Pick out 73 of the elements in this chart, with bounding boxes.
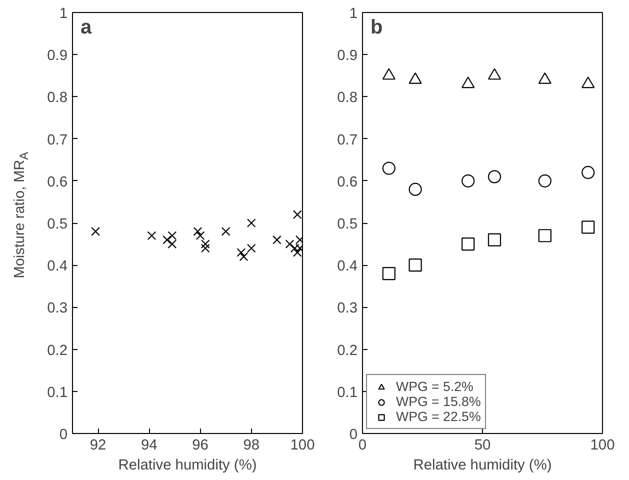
y-tick-label: 0.4 <box>47 258 68 275</box>
point <box>196 231 205 240</box>
point <box>246 218 256 228</box>
y-tick-label: 0.3 <box>337 300 358 317</box>
point <box>290 244 300 253</box>
legend-label: WPG = 15.8% <box>396 394 481 409</box>
point <box>582 220 595 234</box>
point <box>91 226 100 236</box>
point <box>462 76 475 88</box>
point <box>382 68 396 80</box>
point <box>488 68 502 80</box>
y-tick-label: 1 <box>349 6 358 22</box>
y-tick-label: 0.4 <box>337 258 358 275</box>
point <box>236 248 246 257</box>
point <box>221 226 230 236</box>
y-tick-label: 0.5 <box>337 216 358 232</box>
y-tick-label: 0.8 <box>47 90 68 106</box>
y-tick-label: 0.3 <box>47 300 68 317</box>
point <box>292 210 302 220</box>
point <box>382 162 396 175</box>
point <box>292 248 302 257</box>
x-axis-title: Relative humidity (%) <box>413 458 552 474</box>
point <box>285 240 294 248</box>
legend-label: WPG = 22.5% <box>396 409 481 424</box>
legend-label: WPG = 5.2% <box>396 379 474 394</box>
y-tick-label: 0.9 <box>47 48 68 64</box>
point <box>239 252 248 262</box>
y-tick-label: 0 <box>349 427 358 443</box>
point <box>488 170 502 184</box>
point <box>538 229 552 242</box>
x-axis-title: Relative humidity (%) <box>118 458 257 474</box>
point <box>462 174 475 188</box>
y-tick-label: 0.1 <box>47 384 68 401</box>
point <box>200 244 210 253</box>
annotation: a <box>80 16 92 38</box>
x-tick-label: 100 <box>590 438 615 454</box>
point <box>272 235 282 244</box>
point <box>488 233 502 246</box>
point <box>147 231 156 240</box>
point <box>193 226 202 236</box>
y-tick-label: 0.9 <box>337 48 358 64</box>
x-tick-label: 96 <box>192 438 208 454</box>
point <box>408 258 422 272</box>
y-tick-label: 0.8 <box>337 90 358 106</box>
y-tick-label: 0.1 <box>337 384 358 401</box>
point <box>168 231 177 240</box>
y-tick-label: 0.6 <box>337 174 358 190</box>
point <box>408 182 422 196</box>
y-tick-label: 1 <box>59 6 68 22</box>
x-tick-label: 94 <box>141 438 158 454</box>
point <box>162 235 172 244</box>
y-tick-label: 0.7 <box>337 132 358 148</box>
annotation: b <box>370 16 383 38</box>
y-tick-label: 0.2 <box>337 342 358 359</box>
point <box>538 174 552 188</box>
y-tick-label: 0.6 <box>47 174 68 190</box>
y-tick-label: 0 <box>59 427 68 443</box>
point <box>200 240 210 248</box>
point <box>246 244 256 253</box>
point <box>582 76 595 88</box>
point <box>382 266 396 280</box>
point <box>408 72 422 84</box>
y-tick-label: 0.2 <box>47 342 68 359</box>
point <box>168 240 177 248</box>
point <box>538 72 552 84</box>
y-tick-label: 0.5 <box>47 216 68 232</box>
x-tick-label: 50 <box>474 438 491 454</box>
x-tick-label: 92 <box>90 438 106 454</box>
x-tick-label: 100 <box>290 438 315 454</box>
point <box>582 166 595 180</box>
point <box>462 238 475 251</box>
y-tick-label: 0.7 <box>47 132 68 148</box>
x-tick-label: 98 <box>243 438 260 454</box>
